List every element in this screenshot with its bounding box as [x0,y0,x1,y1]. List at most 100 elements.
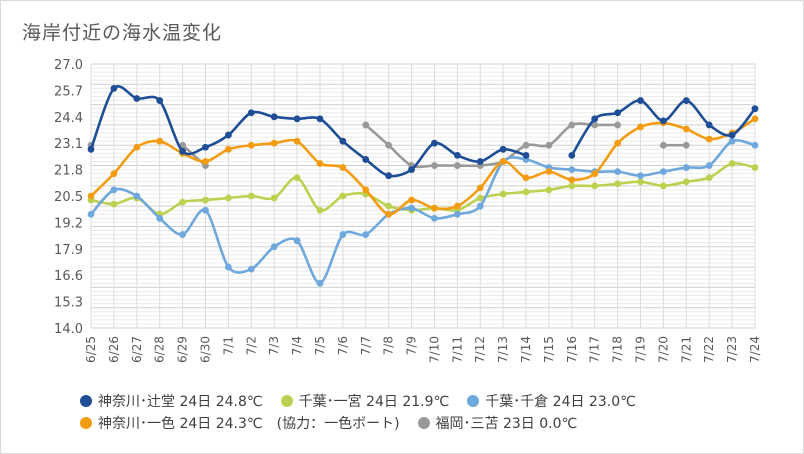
data-point-1 [591,182,599,190]
data-point-0 [682,97,690,104]
y-tick-label: 16.6 [54,269,83,284]
x-tick-label: 6/25 [84,336,98,363]
data-point-2 [247,265,255,273]
data-point-4 [385,141,393,149]
data-point-1 [270,194,278,202]
data-point-1 [499,190,507,198]
data-point-1 [522,188,530,196]
x-tick-label: 7/7 [359,336,373,355]
data-point-0 [431,139,438,147]
data-point-0 [224,131,232,139]
y-tick-label: 25.7 [54,84,83,99]
data-point-1 [316,206,324,214]
data-point-3 [247,141,255,149]
data-point-2 [270,243,278,251]
data-point-4 [522,141,530,149]
data-point-2 [728,137,736,145]
x-tick-label: 7/19 [634,336,648,363]
data-point-3 [545,168,553,176]
data-point-3 [568,176,576,184]
legend-marker-chikura [467,395,480,407]
data-point-0 [705,121,713,129]
legend-marker-isshiki [80,417,92,429]
data-point-0 [453,151,461,159]
data-point-1 [705,174,713,182]
data-point-3 [705,135,713,143]
x-tick-label: 7/11 [450,336,464,363]
x-tick-label: 7/4 [290,336,304,355]
x-tick-label: 7/9 [405,336,419,355]
data-point-0 [499,145,507,153]
data-point-4 [431,162,438,169]
y-tick-label: 14.0 [54,322,83,337]
x-tick-label: 6/26 [107,336,121,363]
data-point-3 [453,202,461,210]
data-point-3 [316,160,324,167]
data-point-0 [522,151,530,159]
data-point-1 [385,202,393,210]
data-point-1 [545,186,553,194]
legend-marker-tsujido [80,395,92,407]
legend-label-tsujido: 神奈川･辻堂 24日 24.8℃ [98,394,263,410]
legend-row-2: 神奈川･一色 24日 24.3℃ (協力：一色ボート) 福岡･三苫 23日 0.… [80,412,800,434]
data-point-3 [751,115,759,123]
data-point-1 [614,180,622,188]
data-point-3 [499,158,507,165]
y-tick-label: 19.2 [54,216,83,231]
data-point-0 [568,151,576,159]
data-point-0 [87,145,95,153]
data-point-4 [545,141,553,149]
x-tick-label: 7/12 [473,336,487,363]
legend-item-isshiki: 神奈川･一色 24日 24.3℃ (協力：一色ボート) [80,413,400,433]
data-point-0 [408,166,415,174]
data-point-1 [224,194,232,202]
data-point-2 [133,192,141,200]
y-tick-label: 23.1 [54,137,83,152]
data-point-3 [156,137,164,145]
data-point-2 [316,279,324,287]
data-point-3 [431,204,438,212]
data-point-2 [408,204,415,212]
data-point-1 [339,192,347,200]
data-point-0 [202,143,209,151]
x-tick-label: 6/30 [198,336,212,363]
data-point-1 [682,178,690,186]
x-tick-label: 7/15 [542,336,556,363]
data-point-0 [179,147,186,155]
data-point-0 [293,115,301,123]
legend-marker-mitoma [417,417,430,429]
x-tick-label: 7/20 [656,336,670,363]
x-tick-label: 7/23 [725,336,739,363]
legend-row-1: 神奈川･辻堂 24日 24.8℃ 千葉･一宮 24日 21.9℃ 千葉･千倉 2… [80,390,800,412]
y-tick-label: 24.4 [54,111,83,126]
x-tick-label: 7/8 [382,336,396,355]
x-tick-label: 7/5 [313,336,327,355]
x-tick-label: 7/13 [496,336,510,363]
y-tick-label: 27.0 [54,58,83,73]
data-point-2 [660,168,667,176]
data-point-0 [728,131,736,139]
legend-label-ichinomiya: 千葉･一宮 24日 21.9℃ [298,394,450,410]
data-point-2 [156,214,164,222]
data-point-3 [270,139,278,147]
data-point-0 [270,113,278,121]
x-tick-label: 7/18 [611,336,625,363]
data-point-3 [591,170,599,178]
x-tick-label: 6/28 [153,336,167,363]
data-point-3 [476,184,484,192]
data-point-2 [362,231,370,238]
data-point-4 [682,141,690,149]
data-point-0 [614,109,622,117]
data-point-1 [751,164,759,171]
data-point-2 [293,237,301,245]
data-point-1 [476,194,484,202]
data-point-3 [522,174,530,182]
legend-item-chikura: 千葉･千倉 24日 23.0℃ [467,391,636,411]
series-line-0 [89,85,528,178]
x-tick-label: 7/2 [244,336,258,355]
data-point-2 [705,162,713,169]
data-point-2 [637,172,644,180]
data-point-0 [316,115,324,123]
data-point-3 [87,192,95,200]
